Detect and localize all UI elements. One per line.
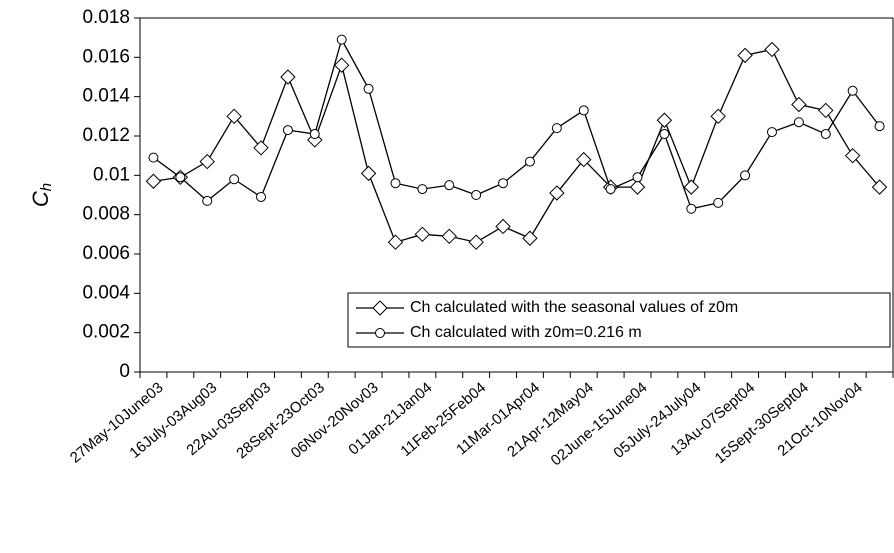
data-point [737,47,753,64]
data-point [471,190,482,200]
data-point [468,234,484,250]
data-point [791,96,807,113]
legend: Ch calculated with the seasonal values o… [347,292,891,348]
y-tick-label: 0.01 [93,164,130,185]
data-point [309,129,320,140]
data-point [444,180,455,191]
series [148,34,885,214]
series [145,41,888,250]
data-point [202,195,213,206]
y-label-main: C [28,191,53,207]
data-point [740,170,751,181]
data-point [333,57,350,73]
data-point [495,218,511,235]
data-point [844,147,861,164]
data-point [713,197,724,208]
legend-box [347,292,891,348]
data-point [175,172,186,183]
data-point [229,174,240,185]
series-line [153,48,881,243]
y-tick-label: 0.006 [82,243,130,264]
data-point [417,184,428,195]
legend-label: Ch calculated with z0m=0.216 m [410,324,642,341]
y-tick-label: 0.012 [82,125,130,146]
data-point [629,179,646,195]
data-point [414,226,431,243]
data-point [363,83,374,94]
y-tick-label: 0.018 [82,7,130,28]
data-point [522,230,538,246]
y-tick-label: 0.016 [82,46,130,67]
x-tick-label: 15Sept-30Sept04 [712,379,812,467]
series-line [153,37,881,210]
data-point [524,156,535,167]
y-tick-label: 0 [119,361,130,382]
data-point [336,34,347,45]
data-point [498,178,509,189]
data-point [253,140,269,156]
data-point [576,151,592,168]
data-point [387,234,404,250]
data-point [226,108,242,125]
data-point [605,184,616,195]
y-tick-label: 0.002 [82,322,130,343]
data-point [551,123,562,134]
data-point [390,178,401,189]
data-point [256,191,267,202]
data-point [282,125,293,136]
data-point [360,165,377,182]
y-tick-label: 0.014 [82,86,130,107]
data-point [793,117,804,128]
data-point [683,179,700,195]
data-point [710,108,726,125]
data-point [766,127,777,138]
data-point [148,152,159,163]
data-point [632,172,643,183]
data-point [764,41,780,58]
y-axis-label: Ch [28,183,55,207]
y-tick-label: 0.004 [82,282,130,303]
data-point [820,129,831,140]
x-tick-label: 02June-15June04 [548,379,651,469]
data-point [145,173,162,189]
data-point [686,203,697,214]
data-point [372,300,388,316]
data-point [578,105,589,116]
data-point [871,179,888,195]
y-label-sub: h [38,183,55,191]
data-point [280,69,296,85]
data-point [874,121,885,132]
legend-label: Ch calculated with the seasonal values o… [410,299,738,316]
data-point [656,112,673,128]
data-point [441,228,457,245]
data-point [375,328,385,338]
data-point [199,153,215,170]
x-tick-label: 27May-10June03 [67,379,167,467]
data-point [659,129,670,140]
data-point [847,85,858,96]
data-point [818,102,834,119]
y-tick-label: 0.008 [82,204,130,225]
data-point [549,185,565,201]
